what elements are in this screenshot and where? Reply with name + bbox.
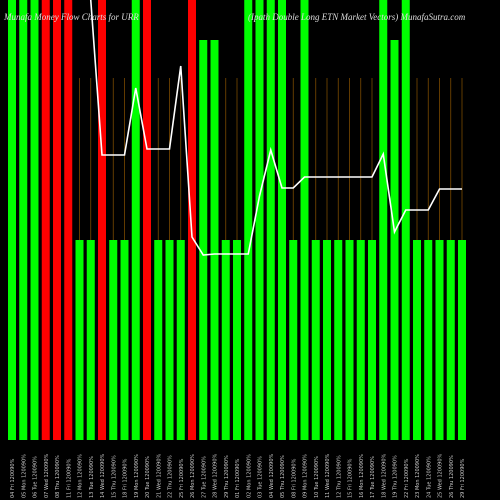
x-tick-label: 01 Fri 120090%: [235, 458, 241, 498]
x-tick-label: 16 Mon 120090%: [359, 454, 365, 498]
bar: [120, 240, 129, 440]
bar: [64, 0, 73, 440]
x-tick-label: 28 Wed 120090%: [213, 453, 219, 498]
bar: [165, 240, 174, 440]
bar: [98, 0, 106, 440]
bar: [244, 0, 253, 440]
bar: [8, 0, 16, 440]
bar: [75, 240, 84, 440]
bar: [266, 0, 275, 440]
bar: [300, 0, 309, 440]
x-tick-label: 06 Tue 120090%: [33, 456, 39, 498]
bar: [345, 240, 354, 440]
x-tick-label: 18 Fri 120090%: [123, 458, 129, 498]
x-tick-label: 19 Thu 120090%: [393, 455, 399, 498]
x-tick-label: 11 Fri 120090%: [66, 458, 72, 498]
x-tick-label: 25 Fri 120090%: [179, 458, 185, 498]
bar: [413, 240, 421, 440]
x-tick-label: 09 Mon 120090%: [303, 454, 309, 498]
bar: [435, 240, 444, 440]
x-tick-label: 20 Tue 120090%: [145, 456, 151, 498]
x-tick-label: 03 Tue 120090%: [258, 456, 264, 498]
x-tick-label: 11 Wed 120090%: [325, 453, 331, 498]
x-tick-label: 04 Fri 120090%: [10, 458, 16, 498]
x-tick-label: 23 Mon 120090%: [415, 454, 421, 498]
bar: [458, 240, 466, 440]
x-tick-label: 22 Thu 120090%: [168, 455, 174, 498]
bar: [390, 40, 399, 440]
x-tick-label: 02 Mon 120090%: [246, 454, 252, 498]
bar: [86, 240, 95, 440]
bar: [176, 240, 185, 440]
bar: [188, 0, 196, 440]
x-tick-label: 18 Wed 120090%: [381, 453, 387, 498]
bar: [53, 0, 61, 440]
bar: [30, 0, 39, 440]
bar: [323, 240, 331, 440]
x-tick-label: 27 Tue 120090%: [201, 456, 207, 498]
x-tick-label: 05 Mon 120090%: [21, 454, 27, 498]
chart-title: Munafa Money Flow Charts for URR: [3, 12, 139, 22]
x-tick-label: 12 Thu 120090%: [336, 455, 342, 498]
bar: [446, 240, 455, 440]
price-line: [89, 0, 462, 256]
bar: [199, 40, 208, 440]
chart-subtitle: (Ipath Double Long ETN Market Vectors) M…: [248, 12, 466, 22]
x-tick-label: 25 Wed 120090%: [438, 453, 444, 498]
bar: [154, 240, 163, 440]
x-tick-label: 29 Fri 120090%: [460, 458, 466, 498]
x-tick-label: 21 Wed 120090%: [156, 453, 162, 498]
x-tick-label: 29 Thu 120090%: [224, 455, 230, 498]
bar: [210, 40, 219, 440]
x-tick-label: 15 Fri 120090%: [348, 458, 354, 498]
bar: [221, 240, 230, 440]
bar: [278, 0, 286, 440]
x-tick-label: 10 Tue 120090%: [314, 456, 320, 498]
bar: [255, 0, 264, 440]
x-tick-label: 12 Mon 120090%: [78, 454, 84, 498]
x-tick-label: 26 Mon 120090%: [190, 454, 196, 498]
bar: [356, 240, 365, 440]
bar: [379, 0, 388, 440]
x-tick-label: 14 Wed 120090%: [100, 453, 106, 498]
x-tick-label: 07 Wed 120090%: [44, 453, 50, 498]
bar: [131, 0, 140, 440]
bar: [109, 240, 118, 440]
bar: [368, 240, 376, 440]
bar: [289, 240, 298, 440]
bar: [143, 0, 151, 440]
bar: [19, 0, 28, 440]
x-tick-label: 04 Wed 120090%: [269, 453, 275, 498]
x-tick-label: 08 Thu 120090%: [55, 455, 61, 498]
x-tick-label: 08 Fri 120090%: [291, 458, 297, 498]
x-tick-label: 13 Tue 120090%: [89, 456, 95, 498]
x-tick-label: 22 Fri 120090%: [404, 458, 410, 498]
bar: [334, 240, 343, 440]
x-tick-label: 26 Thu 120090%: [449, 455, 455, 498]
x-tick-label: 17 Tue 120090%: [370, 456, 376, 498]
x-tick-label: 24 Tue 120090%: [426, 456, 432, 498]
bar: [424, 240, 433, 440]
x-tick-label: 05 Thu 120090%: [280, 455, 286, 498]
x-tick-label: 19 Mon 120090%: [134, 454, 140, 498]
bar: [311, 240, 320, 440]
bar: [41, 0, 50, 440]
bar: [233, 240, 241, 440]
x-tick-label: 15 Thu 120090%: [111, 455, 117, 498]
bar: [401, 0, 410, 440]
